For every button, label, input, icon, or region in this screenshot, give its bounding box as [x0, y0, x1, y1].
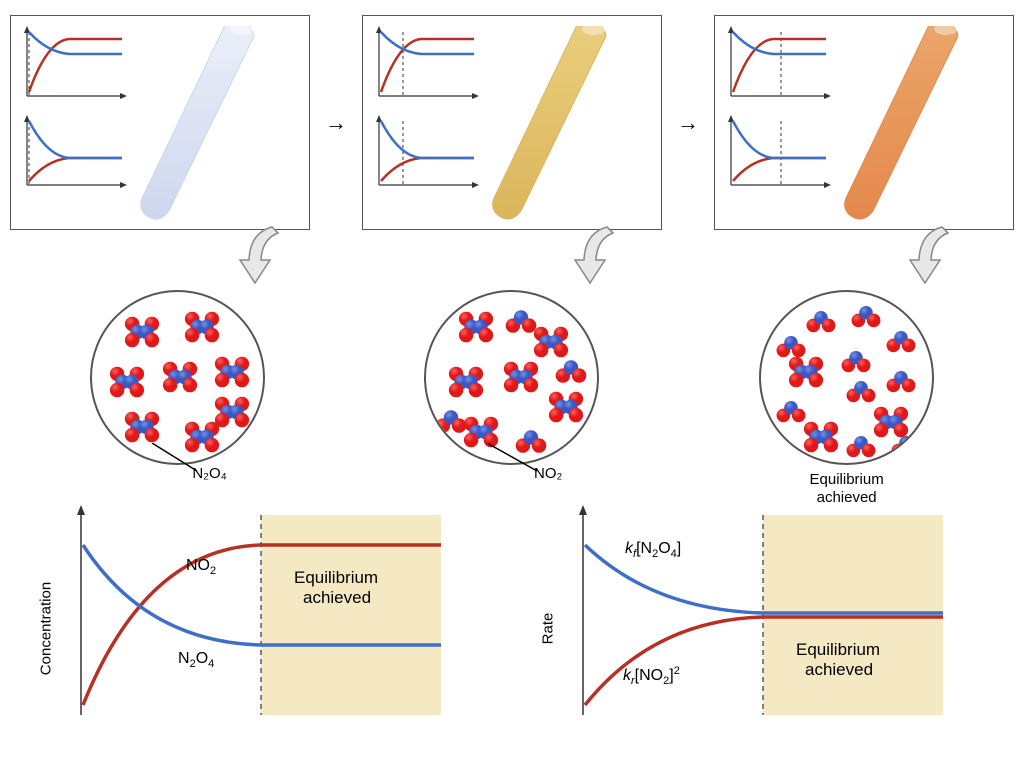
- molecules-svg-1: [92, 292, 265, 465]
- y-label-concentration: Concentration: [38, 582, 55, 675]
- zoom-arrow-3: [902, 225, 952, 285]
- molecule-row: N₂O₄ NO₂ Equilibriumachieved: [10, 225, 1014, 495]
- mini-graph-3-top: [723, 24, 833, 104]
- top-panels-row: → →: [10, 10, 1014, 235]
- progress-arrow-1: →: [316, 110, 356, 136]
- mini-graph-2-bot: [371, 113, 481, 193]
- mini-graph-3-bot: [723, 113, 833, 193]
- mini-graph-1-bot: [19, 113, 129, 193]
- mini-graph-2-top: [371, 24, 481, 104]
- svg-text:achieved: achieved: [805, 660, 873, 679]
- molecule-circle-1: [90, 290, 265, 465]
- progress-arrow-2: →: [668, 110, 708, 136]
- rate-graph: Rate kf[N2O4]kr[NO2]2Equilibriumachieved: [553, 505, 973, 735]
- label-equilibrium: Equilibriumachieved: [697, 471, 997, 507]
- molecule-group-1: N₂O₄: [27, 225, 327, 495]
- zoom-arrow-1: [232, 225, 282, 285]
- label-no2: NO₂: [534, 465, 562, 482]
- molecule-circle-2: [424, 290, 599, 465]
- panel-stage-3: [714, 15, 1014, 230]
- svg-text:N2O4: N2O4: [178, 650, 214, 670]
- tube-2: [466, 26, 646, 226]
- rate-svg: kf[N2O4] kr[NO2]2 Equilibriumachieved: [553, 505, 953, 735]
- svg-text:achieved: achieved: [303, 588, 371, 607]
- molecule-circle-3: [759, 290, 934, 465]
- svg-text:NO2: NO2: [186, 557, 216, 577]
- molecules-svg-3: [761, 292, 934, 465]
- mini-graph-1-top: [19, 24, 129, 104]
- zoom-arrow-2: [567, 225, 617, 285]
- svg-text:Equilibrium: Equilibrium: [796, 640, 880, 659]
- molecule-group-2: NO₂: [362, 225, 662, 495]
- tube-3: [818, 26, 998, 226]
- molecule-group-3: Equilibriumachieved: [697, 225, 997, 495]
- panel-stage-2: [362, 15, 662, 230]
- tube-1: [114, 26, 294, 226]
- svg-text:Equilibrium: Equilibrium: [294, 568, 378, 587]
- concentration-graph: Concentration NO2N2O4Equilibriumachieved: [51, 505, 471, 735]
- panel-stage-1: [10, 15, 310, 230]
- bottom-graphs-row: Concentration NO2N2O4Equilibriumachieved…: [10, 505, 1014, 745]
- y-label-rate: Rate: [540, 613, 557, 645]
- label-n2o4: N₂O₄: [192, 465, 226, 482]
- molecules-svg-2: [426, 292, 599, 465]
- svg-text:kr[NO2]2: kr[NO2]2: [623, 665, 680, 687]
- svg-text:kf[N2O4]: kf[N2O4]: [625, 540, 681, 560]
- concentration-svg: NO2 N2O4 Equilibriumachieved: [51, 505, 451, 735]
